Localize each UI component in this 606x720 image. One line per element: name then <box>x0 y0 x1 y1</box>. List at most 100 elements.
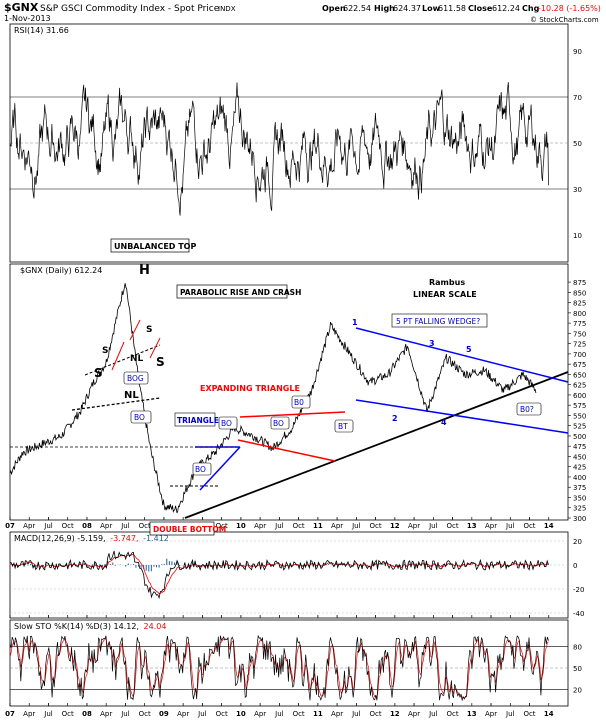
uptrend-line <box>184 371 569 519</box>
bo-question-text: B0? <box>520 405 534 414</box>
open-value: 622.54 <box>343 4 371 13</box>
chart-header: $GNX S&P GSCI Commodity Index - Spot Pri… <box>4 1 601 24</box>
x-axis-label: 13 <box>467 522 477 530</box>
wedge-lower-line <box>355 399 569 434</box>
x-axis-label: Oct <box>139 710 151 718</box>
price-series-line <box>9 283 537 514</box>
ticker: $GNX <box>4 1 39 14</box>
close-value: 612.24 <box>492 4 520 13</box>
red-h-line-3 <box>149 337 161 359</box>
x-axis-label: Apr <box>331 710 343 718</box>
x-axis-label: Oct <box>370 522 382 530</box>
x-axis-label: Oct <box>293 710 305 718</box>
sto-panel <box>9 619 569 707</box>
price-tick-label: 675 <box>573 361 586 369</box>
rsi-tick-label: 70 <box>573 94 582 102</box>
x-axis-label: Oct <box>446 710 458 718</box>
x-axis-label: Apr <box>408 522 420 530</box>
x-axis-label: Apr <box>177 710 189 718</box>
x-axis-label: 10 <box>236 710 246 718</box>
price-tick-label: 500 <box>573 433 586 441</box>
price-tick-label: 850 <box>573 289 586 297</box>
macd-line <box>9 550 549 600</box>
x-axis-label: Oct <box>293 522 305 530</box>
shoulder-label-4: S <box>156 355 165 369</box>
macd-tick-label: -40 <box>573 610 584 618</box>
x-axis-label: 11 <box>313 522 323 530</box>
price-tick-label: 575 <box>573 402 586 410</box>
triangle-bottom <box>199 446 241 491</box>
exchange: INDX <box>218 5 236 13</box>
wave-point-5: 5 <box>466 345 472 354</box>
price-tick-label: 400 <box>573 474 586 482</box>
x-axis-label: Apr <box>254 522 266 530</box>
macd-panel <box>9 531 569 619</box>
chart-date: 1-Nov-2013 <box>4 14 51 23</box>
wave-point-1: 1 <box>352 318 358 327</box>
x-axis-label: Jul <box>43 522 53 530</box>
x-axis-label: 12 <box>390 710 400 718</box>
expanding-triangle-label: EXPANDING TRIANGLE <box>200 384 300 393</box>
x-axis-label: Jul <box>120 522 130 530</box>
macd-layer: 20 0 -20 -40 <box>9 538 584 618</box>
price-tick-label: 325 <box>573 505 586 513</box>
x-axis-label: Jul <box>351 522 361 530</box>
x-axis-label: Apr <box>254 710 266 718</box>
bo-label-4: B0 <box>291 395 311 409</box>
bo-text-3: BO <box>221 419 232 428</box>
x-axis-label: 12 <box>390 522 400 530</box>
price-tick-label: 625 <box>573 382 586 390</box>
price-tick-label: 375 <box>573 484 586 492</box>
double-bottom-text: DOUBLE BOTTOM <box>153 525 226 534</box>
wedge-upper-line <box>355 327 569 383</box>
expanding-triangle-bottom <box>237 439 336 462</box>
bo-label-2: BO <box>192 462 212 476</box>
price-tick-label: 475 <box>573 443 586 451</box>
price-tick-label: 825 <box>573 300 586 308</box>
x-axis-label: Apr <box>408 710 420 718</box>
nl-line-1 <box>84 344 161 376</box>
wave-point-3: 3 <box>429 339 435 348</box>
x-axis-label: 07 <box>5 522 15 530</box>
sto-tick-label: 50 <box>573 665 582 673</box>
x-axis-label: Apr <box>23 710 35 718</box>
x-axis-label: Jul <box>274 710 284 718</box>
x-axis-label: Oct <box>446 522 458 530</box>
sto-legend: Slow STO %K(14) %D(3) 14.12, 24.04 <box>14 622 166 631</box>
price-tick-label: 800 <box>573 310 586 318</box>
x-axis-label: 10 <box>236 522 246 530</box>
wave-point-4: 4 <box>441 418 447 427</box>
parabolic-text: PARABOLIC RISE AND CRASH <box>180 288 301 297</box>
rsi-tick-label: 50 <box>573 140 582 148</box>
bo-label-1: BO <box>130 410 152 424</box>
x-axis-label: Jul <box>274 522 284 530</box>
macd-legend: MACD(12,26,9) -5.159, -3.747, -1.412 <box>14 534 169 543</box>
price-tick-label: 650 <box>573 371 586 379</box>
sto-k-line <box>9 634 549 702</box>
bt-text: BT <box>338 422 348 431</box>
index-name: S&P GSCI Commodity Index - Spot Price <box>40 4 220 14</box>
wedge-label: 5 PT FALLING WEDGE? <box>391 313 488 328</box>
neckline-label-2: NL <box>124 390 139 401</box>
price-tick-label: 550 <box>573 412 586 420</box>
x-axis-label: Jul <box>351 710 361 718</box>
rsi-panel <box>9 23 569 263</box>
x-axis-label: Oct <box>62 710 74 718</box>
red-h-line-1 <box>111 341 125 371</box>
wedge-text: 5 PT FALLING WEDGE? <box>396 317 480 326</box>
wave-point-2: 2 <box>392 414 398 423</box>
bo-text-2: BO <box>195 465 206 474</box>
shoulder-label-3: S <box>146 325 152 335</box>
bog-label: BOG <box>123 371 149 385</box>
head-label: H <box>139 263 150 278</box>
x-axis-label: Oct <box>370 710 382 718</box>
author-label: Rambus <box>429 278 465 287</box>
chg-label: Chg <box>522 4 540 13</box>
x-axis-label: 14 <box>544 710 554 718</box>
rsi-tick-label: 10 <box>573 232 582 240</box>
chg-value: -10.28 (-1.65%) <box>538 4 601 13</box>
x-axis-label: Jul <box>505 522 515 530</box>
close-label: Close <box>468 4 493 13</box>
rsi-line <box>9 82 549 216</box>
